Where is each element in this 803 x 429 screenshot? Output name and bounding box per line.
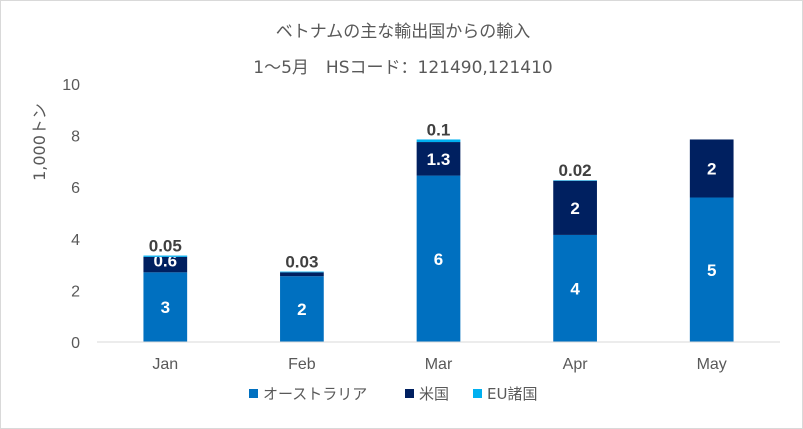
bar-segment bbox=[689, 197, 734, 342]
bar-segment bbox=[143, 272, 188, 342]
y-axis-title: 1,000トン bbox=[30, 103, 49, 181]
y-tick-label: 8 bbox=[71, 129, 80, 146]
bar-segment bbox=[143, 256, 188, 273]
data-label: 0.05 bbox=[149, 237, 182, 256]
y-tick-label: 0 bbox=[71, 335, 80, 352]
bar-segment bbox=[689, 139, 734, 198]
y-tick-label: 10 bbox=[62, 77, 80, 94]
x-tick-label: May bbox=[697, 356, 727, 373]
chart-title: ベトナムの主な輸出国からの輸入 bbox=[276, 22, 531, 42]
legend: オーストラリア 米国 EU諸国 bbox=[249, 385, 537, 403]
bar-segment bbox=[553, 234, 597, 342]
data-label: 0.02 bbox=[559, 161, 592, 180]
legend-label: 米国 bbox=[419, 385, 449, 403]
data-label: 4 bbox=[570, 279, 580, 298]
data-label: 2 bbox=[570, 199, 579, 218]
x-tick-label: Mar bbox=[425, 356, 453, 373]
data-label: 1.3 bbox=[427, 150, 451, 169]
legend-swatch bbox=[473, 389, 482, 398]
y-tick-label: 4 bbox=[71, 232, 80, 249]
chart-subtitle: 1～5月 HSコード：121490,121410 bbox=[253, 58, 552, 78]
bar-segment bbox=[416, 139, 461, 143]
legend-swatch bbox=[405, 389, 414, 398]
data-label: 2 bbox=[707, 159, 716, 178]
x-tick-label: Apr bbox=[563, 356, 589, 373]
data-label: 3 bbox=[161, 298, 170, 317]
bar-segment bbox=[280, 272, 324, 277]
bar-segment bbox=[416, 142, 461, 176]
bar-segment bbox=[553, 180, 597, 181]
x-tick-label: Jan bbox=[152, 356, 178, 373]
legend-swatch bbox=[249, 389, 258, 398]
bar-segment bbox=[416, 175, 461, 342]
data-label: 0.03 bbox=[285, 253, 318, 272]
data-label: 6 bbox=[434, 250, 443, 269]
data-label: 0.3 bbox=[290, 255, 314, 274]
bar-segment bbox=[280, 271, 324, 273]
legend-label: EU諸国 bbox=[487, 385, 537, 403]
data-label: 0.1 bbox=[427, 120, 451, 139]
y-axis: 0 2 4 6 8 10 bbox=[62, 77, 80, 352]
data-label: 2 bbox=[297, 300, 306, 319]
bar-segment bbox=[553, 180, 597, 235]
x-tick-label: Feb bbox=[288, 356, 316, 373]
bar-segment bbox=[143, 255, 188, 257]
bar-segment bbox=[280, 276, 324, 342]
y-tick-label: 2 bbox=[71, 283, 80, 300]
y-tick-label: 6 bbox=[71, 180, 80, 197]
legend-label: オーストラリア bbox=[263, 385, 367, 403]
x-axis: Jan Feb Mar Apr May bbox=[152, 356, 726, 373]
data-label: 5 bbox=[707, 261, 716, 280]
